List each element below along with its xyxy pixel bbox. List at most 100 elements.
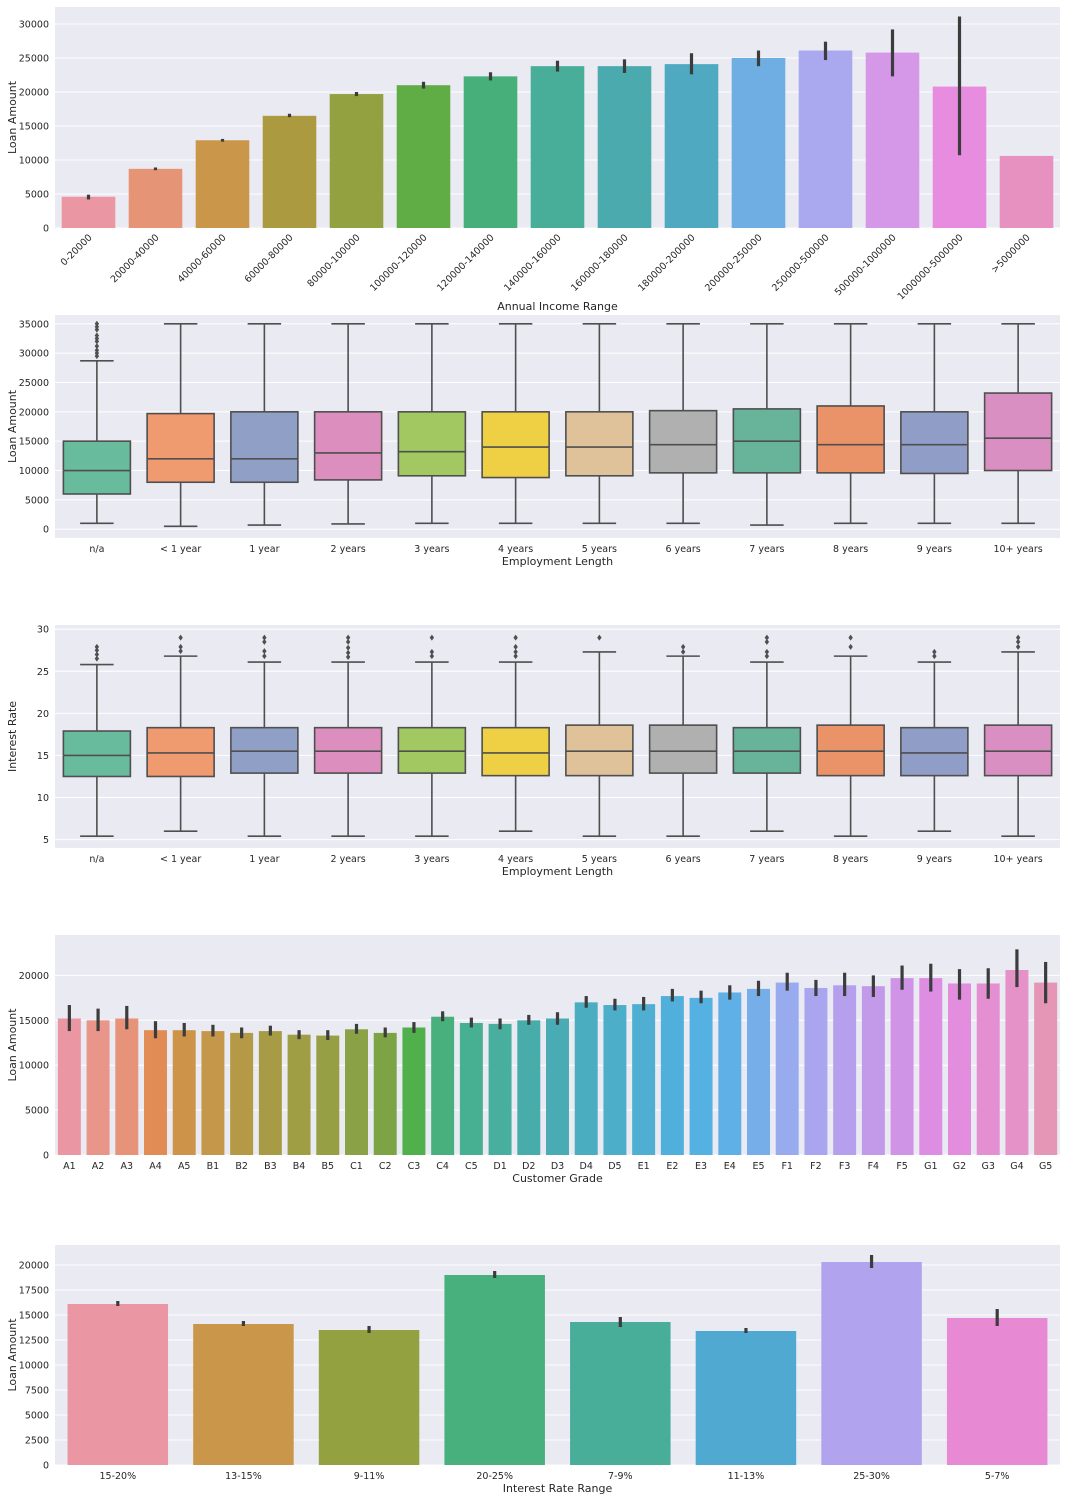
bar [488,1023,512,1155]
x-tick-label: 9-11% [354,1471,385,1482]
x-tick-label: 9 years [917,854,952,865]
bar [948,983,971,1155]
y-tick-label: 15000 [19,437,49,448]
x-tick-label: < 1 year [160,544,201,555]
x-tick-label: E3 [695,1161,707,1172]
outlier-point [345,644,351,651]
outlier-point [764,653,770,660]
x-tick-label: E5 [752,1161,764,1172]
outlier-point [764,638,770,645]
bar [603,1005,627,1155]
bar [861,986,885,1155]
y-tick-label: 10000 [19,466,49,477]
x-tick-label: 10+ years [994,854,1043,865]
x-tick-label: 3 years [414,854,449,865]
bar [287,1034,311,1155]
x-tick-label: 8 years [833,854,868,865]
y-tick-label: 25000 [19,54,49,65]
y-tick-label: 15000 [19,1016,49,1027]
box [146,726,215,778]
outlier-point [262,638,267,645]
x-tick-label: 20000-40000 [109,232,162,285]
y-tick-label: 0 [43,1151,49,1162]
x-tick-label: D5 [608,1161,621,1172]
bar [865,52,920,229]
x-tick-label: 9 years [917,544,952,555]
bar [695,1331,797,1465]
bar [57,1018,81,1155]
outlier-point [429,634,435,641]
y-tick-label: 20000 [19,971,49,982]
bar [61,196,116,228]
bar [201,1031,225,1155]
box [397,726,467,774]
y-tick-label: 5000 [25,495,49,506]
y-tick-label: 25 [37,667,49,678]
x-tick-label: E1 [638,1161,650,1172]
bar [128,168,183,228]
outlier-point [94,643,100,650]
x-tick-label: A5 [178,1161,191,1172]
box [816,724,885,777]
customer-grade-loan-bar-chart: 0 5000 10000 15000 20000 A1 A2 A3 A4 A5 B1 B2 B3 B4 B5… [6,935,1060,1185]
x-tick-label: F2 [810,1161,822,1172]
x-tick-label: 40000-60000 [176,232,229,285]
bar [67,1304,169,1465]
y-tick-label: 0 [43,525,49,536]
box [397,411,467,477]
bar [999,155,1054,228]
plot-area [55,315,1060,538]
y-axis-label: Loan Amount [6,389,19,463]
outlier-point [345,653,351,660]
x-tick-label: 5 years [582,544,617,555]
outlier-point [1015,643,1021,650]
outlier-point [680,648,686,655]
x-tick-label: B2 [235,1161,248,1172]
x-tick-label: 11-13% [728,1471,765,1482]
outlier-point [1015,634,1021,641]
box [62,440,132,495]
box [313,411,383,481]
x-tick-label: G1 [924,1161,937,1172]
outlier-point [94,655,100,662]
bar [463,76,518,228]
x-tick-label: B4 [293,1161,306,1172]
bar [689,997,713,1155]
bar [597,66,652,228]
x-tick-label: D1 [493,1161,506,1172]
x-tick-label: F1 [781,1161,793,1172]
outlier-point [178,643,183,650]
y-tick-label: 20000 [19,1261,49,1272]
x-tick-label: < 1 year [160,854,201,865]
bar [976,983,1000,1155]
x-tick-label: 0-20000 [59,232,95,268]
income-range-loan-bar-chart: 0 5000 10000 15000 20000 25000 30000 0-20000 200… [6,7,1060,313]
x-tick-label: E2 [666,1161,678,1172]
bar [919,978,943,1155]
y-tick-label: 10000 [19,156,49,167]
bar [345,1029,368,1155]
x-tick-label: D2 [522,1161,535,1172]
outlier-point [262,653,267,660]
box [983,724,1053,777]
bar [833,985,857,1155]
x-tick-label: 7-9% [608,1471,633,1482]
y-tick-label: 5000 [25,1106,49,1117]
x-tick-label: G2 [953,1161,966,1172]
outlier-point [94,343,100,350]
x-tick-label: A3 [121,1161,134,1172]
outlier-point [513,643,518,650]
x-tick-label: 1 year [249,544,279,555]
bar [396,85,451,228]
x-tick-label: A2 [92,1161,105,1172]
outlier-point [513,634,518,641]
x-tick-label: 60000-80000 [243,232,296,285]
box [983,392,1053,472]
bar [431,1016,455,1155]
x-tick-label: 250000-500000 [770,232,831,293]
bar [86,1020,110,1155]
y-tick-label: 20000 [19,407,49,418]
y-tick-label: 5000 [25,1411,49,1422]
bar [546,1018,569,1155]
x-tick-label: C1 [350,1161,363,1172]
